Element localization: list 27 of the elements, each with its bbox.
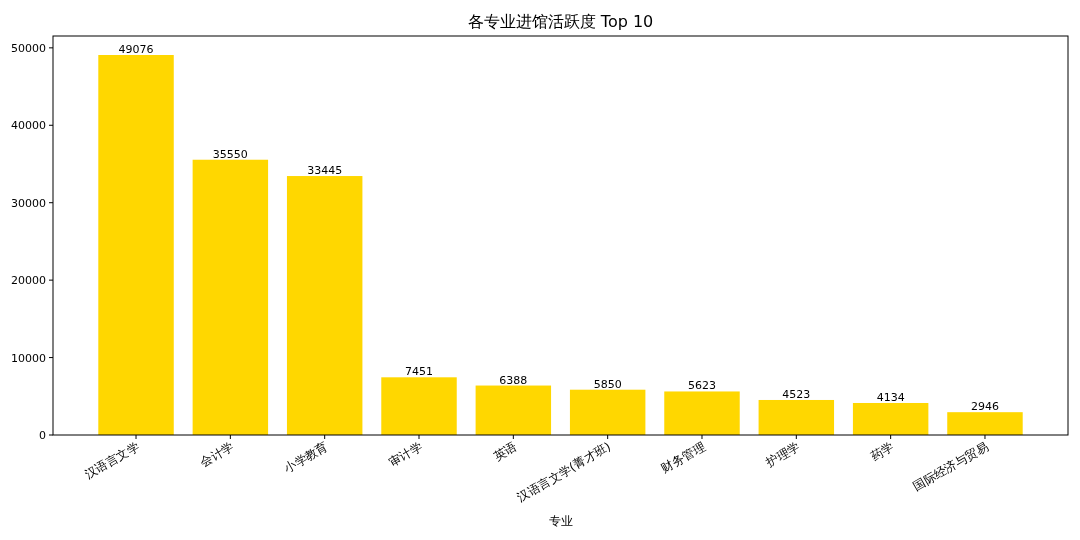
data-label: 2946 bbox=[970, 400, 999, 414]
data-label: 5623 bbox=[687, 379, 716, 393]
data-label: 7451 bbox=[405, 365, 434, 379]
x-axis-title: 专业 bbox=[548, 514, 573, 528]
x-tick-label: 汉语言文学 bbox=[82, 439, 142, 482]
x-tick-label: 护理学 bbox=[762, 439, 802, 471]
x-tick-label: 审计学 bbox=[386, 439, 425, 470]
data-label: 33445 bbox=[307, 164, 343, 178]
y-tick-label: 20000 bbox=[11, 274, 46, 288]
data-label: 35550 bbox=[212, 147, 248, 161]
y-tick-label: 10000 bbox=[11, 351, 46, 365]
data-label: 49076 bbox=[118, 43, 154, 56]
x-tick-label: 药学 bbox=[868, 439, 897, 464]
x-tick-label: 财务管理 bbox=[658, 439, 708, 476]
y-tick-label: 30000 bbox=[11, 196, 46, 210]
x-tick-label: 国际经济与贸易 bbox=[910, 439, 991, 494]
x-tick-label: 小学教育 bbox=[281, 439, 331, 476]
chart-title: 各专业进馆活跃度 Top 10 bbox=[467, 12, 654, 31]
y-tick-label: 40000 bbox=[11, 119, 46, 133]
data-label: 4134 bbox=[876, 390, 905, 404]
data-label: 6388 bbox=[499, 373, 528, 387]
data-label: 4523 bbox=[782, 387, 811, 401]
y-tick-label: 0 bbox=[39, 429, 46, 442]
x-tick-label: 会计学 bbox=[197, 439, 236, 470]
y-tick-label: 50000 bbox=[11, 41, 46, 55]
data-label: 5850 bbox=[593, 377, 622, 391]
x-tick-label: 英语 bbox=[491, 439, 519, 464]
